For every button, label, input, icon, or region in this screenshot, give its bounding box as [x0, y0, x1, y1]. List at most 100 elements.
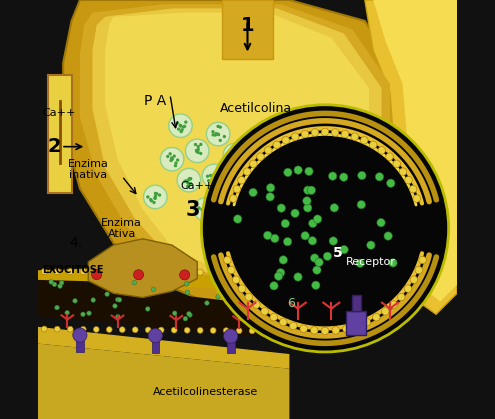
Circle shape — [270, 128, 273, 132]
Circle shape — [223, 328, 229, 334]
Circle shape — [204, 208, 207, 212]
Circle shape — [313, 215, 322, 223]
Circle shape — [180, 270, 190, 280]
Circle shape — [229, 157, 232, 160]
Text: P A: P A — [144, 93, 166, 108]
Circle shape — [115, 297, 120, 302]
Circle shape — [132, 269, 138, 275]
Circle shape — [170, 157, 174, 160]
Circle shape — [393, 160, 400, 168]
Circle shape — [236, 269, 242, 275]
Circle shape — [230, 206, 234, 210]
Circle shape — [308, 219, 317, 228]
Circle shape — [171, 269, 177, 275]
Circle shape — [171, 327, 177, 333]
Circle shape — [211, 130, 215, 133]
Circle shape — [93, 269, 99, 275]
Circle shape — [264, 139, 267, 142]
Circle shape — [197, 151, 199, 154]
Circle shape — [67, 326, 73, 332]
Circle shape — [331, 129, 339, 136]
Circle shape — [213, 174, 216, 178]
Circle shape — [305, 167, 313, 176]
Circle shape — [243, 168, 251, 176]
Circle shape — [230, 157, 233, 160]
Circle shape — [153, 197, 156, 200]
Circle shape — [263, 231, 272, 240]
Text: Enzima
Ativa: Enzima Ativa — [101, 217, 142, 239]
Circle shape — [210, 328, 216, 334]
Circle shape — [375, 173, 384, 181]
Circle shape — [277, 204, 286, 212]
Circle shape — [313, 266, 321, 274]
Circle shape — [261, 308, 268, 315]
Circle shape — [41, 269, 48, 275]
Circle shape — [134, 270, 144, 280]
Circle shape — [224, 256, 231, 264]
Circle shape — [419, 256, 426, 264]
Circle shape — [205, 208, 208, 212]
Circle shape — [187, 184, 191, 187]
Circle shape — [264, 147, 272, 154]
Circle shape — [117, 297, 122, 302]
Circle shape — [145, 327, 151, 333]
Circle shape — [182, 125, 185, 129]
Circle shape — [236, 199, 240, 202]
Circle shape — [54, 305, 59, 310]
Text: 5: 5 — [333, 246, 343, 261]
Circle shape — [219, 125, 222, 129]
Circle shape — [223, 135, 226, 138]
Circle shape — [233, 185, 241, 193]
Circle shape — [275, 328, 281, 334]
Circle shape — [228, 266, 235, 274]
Circle shape — [194, 198, 217, 221]
Circle shape — [94, 326, 99, 332]
Circle shape — [397, 293, 405, 301]
Circle shape — [415, 266, 423, 274]
Circle shape — [399, 168, 407, 176]
Circle shape — [264, 127, 268, 131]
Circle shape — [144, 185, 167, 209]
Circle shape — [80, 269, 87, 275]
Text: Acetilcolina: Acetilcolina — [220, 102, 292, 116]
Circle shape — [54, 269, 60, 275]
Circle shape — [197, 145, 200, 148]
Bar — [76, 336, 84, 352]
Circle shape — [179, 124, 182, 128]
Text: 6: 6 — [288, 297, 296, 310]
Circle shape — [132, 327, 138, 333]
Bar — [151, 337, 159, 353]
Circle shape — [249, 328, 255, 334]
Circle shape — [373, 313, 380, 321]
Circle shape — [54, 326, 60, 332]
Circle shape — [214, 133, 217, 137]
Circle shape — [202, 164, 226, 188]
Circle shape — [185, 179, 188, 183]
Text: 3: 3 — [186, 199, 200, 220]
Circle shape — [87, 311, 92, 316]
Circle shape — [204, 208, 207, 211]
Circle shape — [343, 325, 350, 332]
Circle shape — [186, 180, 189, 183]
Circle shape — [179, 124, 182, 127]
Circle shape — [290, 322, 297, 330]
Circle shape — [184, 120, 188, 124]
Circle shape — [207, 204, 210, 207]
Circle shape — [42, 326, 47, 332]
Circle shape — [168, 152, 172, 155]
Circle shape — [237, 200, 240, 204]
Circle shape — [389, 259, 397, 267]
Circle shape — [223, 143, 247, 167]
Circle shape — [268, 133, 271, 137]
Circle shape — [351, 133, 358, 140]
Circle shape — [203, 205, 206, 208]
Circle shape — [238, 205, 242, 208]
Polygon shape — [38, 268, 290, 293]
Polygon shape — [38, 327, 290, 369]
Circle shape — [270, 313, 278, 321]
Circle shape — [236, 328, 242, 334]
Circle shape — [200, 208, 203, 212]
Circle shape — [152, 201, 156, 204]
Bar — [352, 295, 361, 310]
Circle shape — [230, 207, 233, 210]
